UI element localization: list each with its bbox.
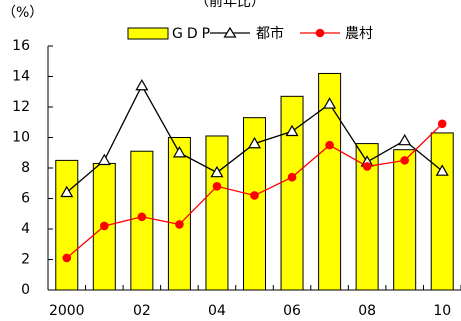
point-noson [138, 213, 147, 222]
x-tick-label: 04 [208, 303, 226, 319]
point-noson [400, 156, 409, 165]
legend-label-noson: 農村 [345, 26, 373, 42]
gdp-bar [206, 136, 228, 290]
gdp-bar [431, 133, 453, 290]
y-tick-label: 0 [21, 282, 30, 298]
x-tick-label: 02 [133, 303, 151, 319]
point-noson [438, 119, 447, 128]
x-tick-labels: 2000 02 04 06 08 10 [49, 303, 451, 319]
legend-label-gdp: GDP [172, 26, 214, 42]
y-tick-label: 2 [21, 252, 30, 268]
y-tick-label: 16 [12, 38, 30, 54]
y-tick-label: 6 [21, 191, 30, 207]
gdp-bar [168, 138, 190, 291]
legend-label-toshi: 都市 [256, 25, 284, 42]
point-noson [213, 182, 222, 191]
gdp-bars [56, 73, 453, 290]
point-noson [250, 191, 259, 200]
point-toshi [99, 155, 110, 165]
point-noson [288, 173, 297, 182]
y-tick-label: 14 [12, 69, 30, 85]
y-tick-label: 10 [12, 130, 30, 146]
y-tick-labels: 0 2 4 6 8 10 12 14 16 [12, 38, 30, 298]
x-tick-label: 10 [433, 303, 451, 319]
point-noson [325, 141, 334, 150]
legend: GDP 都市 農村 [128, 25, 373, 42]
chart-title: （前年比） [195, 0, 265, 10]
legend-swatch-gdp [128, 28, 168, 39]
gdp-bar [56, 160, 78, 290]
point-noson [62, 254, 71, 263]
y-tick-label: 4 [21, 221, 30, 237]
y-axis-unit-label: （%） [2, 5, 43, 21]
x-tick-label: 06 [283, 303, 301, 319]
legend-marker-noson [316, 29, 325, 38]
y-tick-label: 8 [21, 160, 30, 176]
point-noson [100, 222, 109, 231]
point-noson [175, 220, 184, 229]
y-tick-label: 12 [12, 99, 30, 115]
point-toshi [399, 135, 410, 145]
point-noson [363, 162, 372, 171]
gdp-bar [394, 150, 416, 290]
x-tick-label: 08 [358, 303, 376, 319]
point-toshi [136, 80, 147, 90]
x-tick-label: 2000 [49, 303, 85, 319]
